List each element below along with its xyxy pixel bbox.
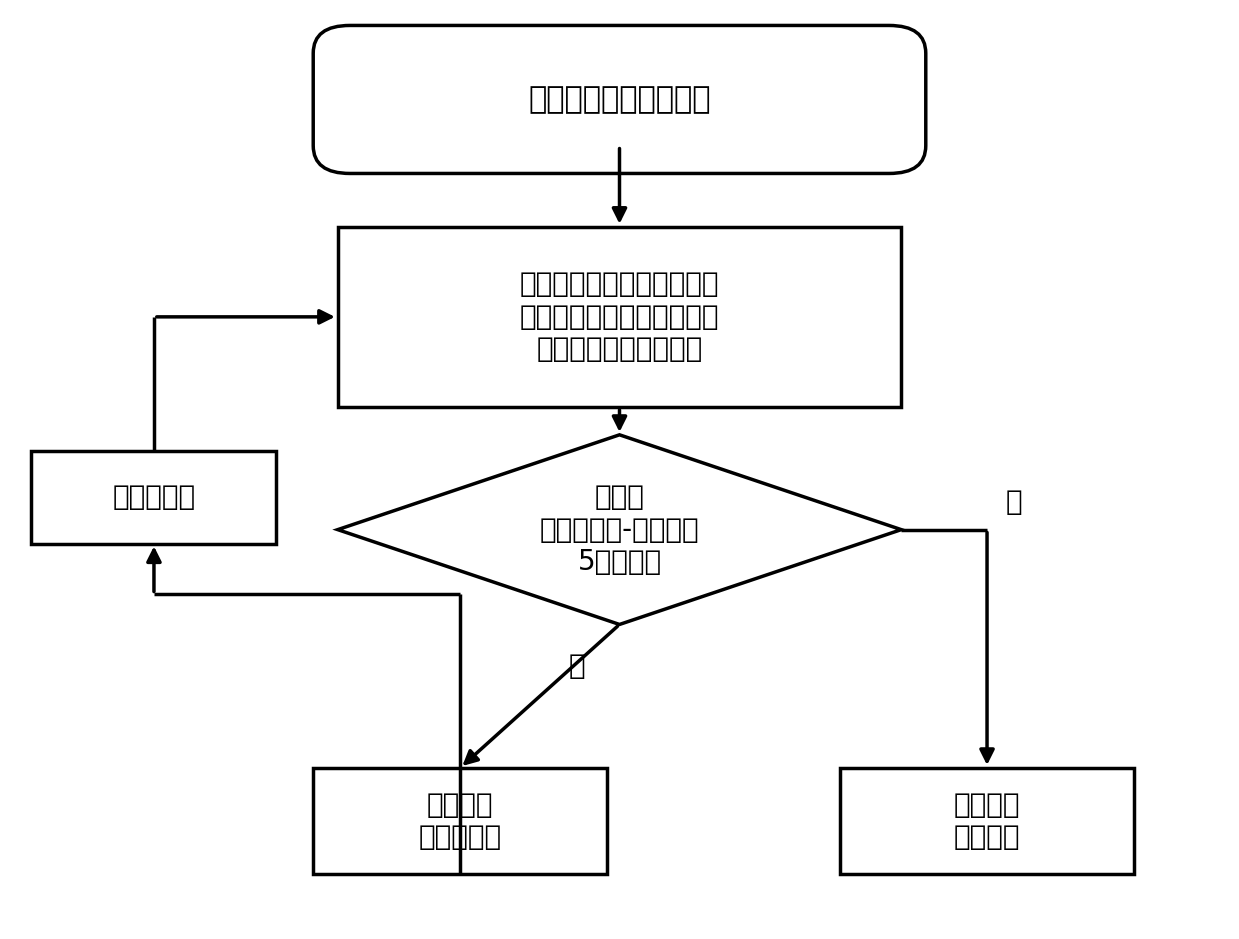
Text: 后移采样点: 后移采样点	[113, 484, 196, 511]
Text: 采样点为
合闸时刻: 采样点为 合闸时刻	[954, 791, 1020, 852]
Text: 采样点为
非合闸时刻: 采样点为 非合闸时刻	[419, 791, 502, 852]
Text: 否: 否	[1005, 488, 1022, 516]
Text: 采样点
电流采样值-平均值＜
5倍均方差: 采样点 电流采样值-平均值＜ 5倍均方差	[540, 484, 699, 576]
Bar	[840, 768, 1134, 874]
Text: 计算采样点电流有效值及其
后一周波所有采样点电流有
效值的均方差和平均值: 计算采样点电流有效值及其 后一周波所有采样点电流有 效值的均方差和平均值	[519, 270, 720, 363]
Text: 是: 是	[569, 652, 585, 680]
Bar	[313, 768, 607, 874]
FancyBboxPatch shape	[313, 25, 926, 174]
Bar	[338, 226, 901, 407]
Bar	[31, 451, 276, 544]
Polygon shape	[338, 435, 901, 624]
Text: 终端下发合闸指令时刻: 终端下发合闸指令时刻	[528, 85, 711, 114]
